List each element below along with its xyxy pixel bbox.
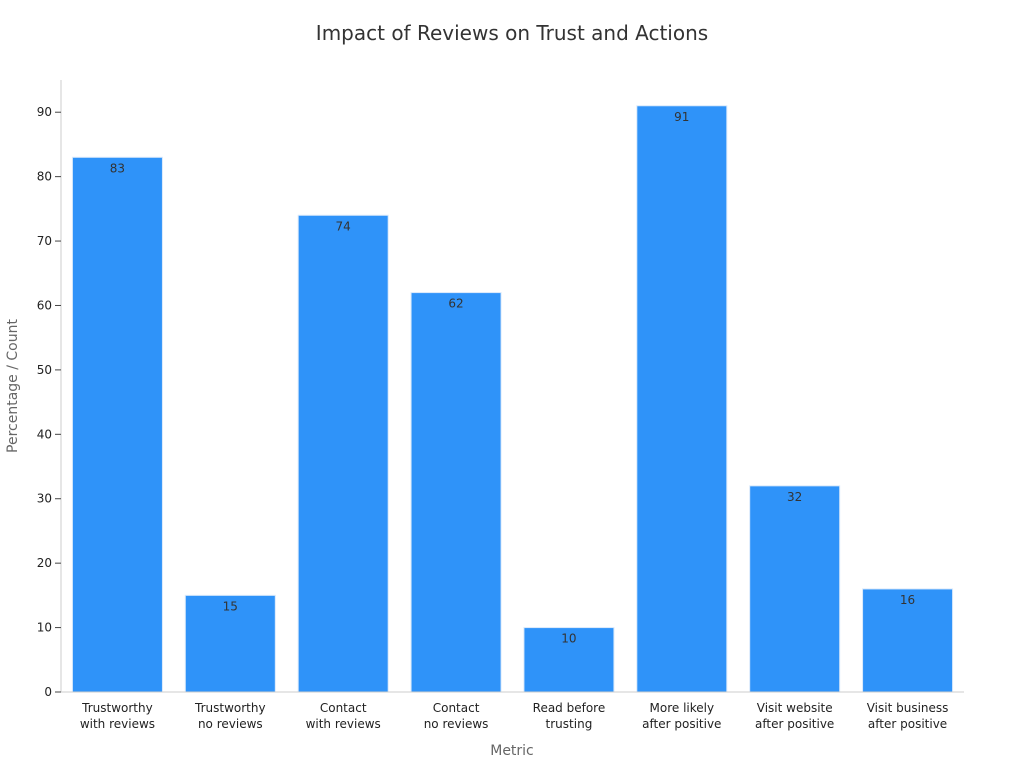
x-tick-label-line: no reviews (198, 717, 263, 731)
x-tick-label-line: Trustworthy (194, 701, 266, 715)
x-tick-label-line: after positive (642, 717, 721, 731)
y-tick-label: 90 (37, 105, 52, 119)
x-tick-label-line: Read before (533, 701, 606, 715)
x-tick-label-line: Trustworthy (81, 701, 153, 715)
bar (71, 156, 163, 693)
y-tick-label: 60 (37, 298, 52, 312)
x-tick-label: More likely after positive (642, 701, 721, 731)
y-tick-label: 40 (37, 427, 52, 441)
data-label: 10 (561, 632, 576, 646)
x-tick-label-line: after positive (868, 717, 947, 731)
x-axis-title: Metric (490, 743, 534, 759)
bar (184, 594, 276, 693)
bars-group: 83 15 74 62 10 91 32 16 (71, 105, 954, 693)
x-tick-label-line: after positive (755, 717, 834, 731)
bar (862, 588, 954, 693)
data-label: 83 (110, 161, 125, 175)
x-tick-label-line: no reviews (424, 717, 489, 731)
y-tick-label: 50 (37, 363, 52, 377)
y-tick-label: 0 (44, 685, 52, 699)
x-tick-label: Visit website after positive (755, 701, 834, 731)
x-tick-label-line: trusting (546, 717, 593, 731)
x-tick-label-line: with reviews (306, 717, 381, 731)
y-tick-label: 30 (37, 492, 52, 506)
y-axis-title: Percentage / Count (5, 319, 21, 453)
x-tick-label-line: Contact (433, 701, 480, 715)
x-tick-label: Trustworthy no reviews (194, 701, 266, 731)
x-tick-label: Contact no reviews (424, 701, 489, 731)
data-label: 74 (336, 219, 351, 233)
data-label: 15 (223, 599, 238, 613)
data-label: 16 (900, 593, 915, 607)
x-tick-label-line: Contact (320, 701, 367, 715)
y-tick-label: 10 (37, 621, 52, 635)
x-tick-label-line: Visit website (757, 701, 833, 715)
x-tick-label: Read before trusting (533, 701, 606, 731)
x-tick-label-line: Visit business (867, 701, 949, 715)
x-tick-label: Visit business after positive (867, 701, 949, 731)
data-label: 62 (448, 297, 463, 311)
x-tick-label: Contact with reviews (306, 701, 381, 731)
x-tick-label: Trustworthy with reviews (80, 701, 155, 731)
chart-title: Impact of Reviews on Trust and Actions (316, 21, 708, 45)
y-tick-label: 70 (37, 234, 52, 248)
x-tick-label-line: More likely (650, 701, 715, 715)
x-tick-label-line: with reviews (80, 717, 155, 731)
data-label: 91 (674, 110, 689, 124)
axes-group: Trustworthy with reviews Trustworthy no rev… (37, 80, 964, 731)
bar (636, 105, 728, 693)
y-tick-label: 80 (37, 170, 52, 184)
bar (523, 627, 615, 693)
data-label: 32 (787, 490, 802, 504)
bar (410, 292, 502, 693)
y-tick-label: 20 (37, 556, 52, 570)
bar (749, 485, 841, 693)
bar (297, 214, 389, 693)
